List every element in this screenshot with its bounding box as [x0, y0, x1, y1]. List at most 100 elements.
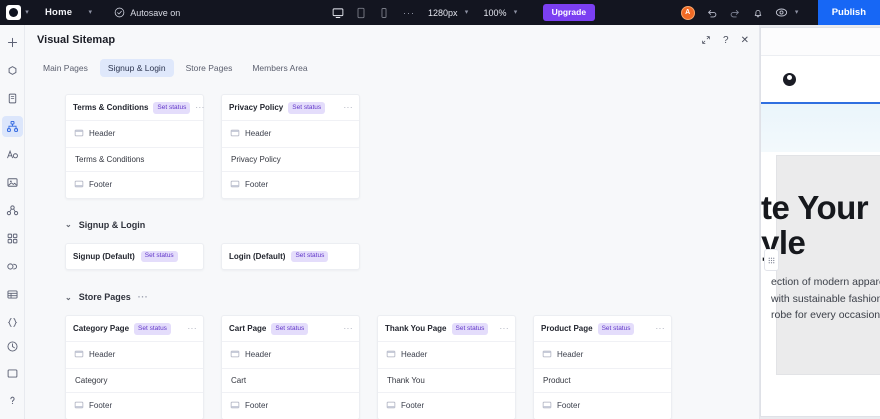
page-card-title: Category Page [73, 324, 130, 334]
card-row-footer[interactable]: Footer [66, 170, 203, 198]
card-row-label: Header [245, 129, 272, 138]
card-row-header[interactable]: Header [66, 119, 203, 147]
card-row-footer[interactable]: Footer [222, 391, 359, 419]
status-badge[interactable]: Set status [291, 250, 329, 262]
card-row-footer[interactable]: Footer [378, 391, 515, 419]
preview-icon[interactable] [2, 363, 23, 384]
status-badge[interactable]: Set status [271, 323, 309, 335]
close-icon[interactable]: ✕ [740, 34, 749, 46]
page-card-category[interactable]: Category Page Set status ··· Header Cate… [65, 315, 204, 419]
tab-signup-login[interactable]: Signup & Login [99, 58, 174, 77]
page-card-title: Thank You Page [385, 324, 447, 334]
autosave-label: Autosave on [130, 7, 181, 18]
status-badge[interactable]: Set status [288, 102, 326, 114]
text-icon[interactable] [2, 144, 23, 165]
status-badge[interactable]: Set status [134, 323, 171, 335]
page-card-thank-you[interactable]: Thank You Page Set status ··· Header Tha… [377, 315, 516, 419]
blog-icon[interactable] [2, 256, 23, 277]
card-row-label: Terms & Conditions [75, 154, 145, 164]
card-menu-button[interactable]: ··· [499, 324, 509, 334]
help-button[interactable]: ? [723, 34, 729, 46]
help-icon[interactable] [2, 390, 23, 411]
card-row-header[interactable]: Header [534, 340, 671, 368]
sitemap-icon[interactable] [1, 116, 23, 137]
editor-logo[interactable] [6, 5, 21, 20]
card-row-footer[interactable]: Footer [534, 391, 671, 419]
mobile-icon[interactable] [378, 7, 390, 19]
page-card-login[interactable]: Login (Default) Set status [221, 242, 360, 270]
card-row-header[interactable]: Header [66, 340, 203, 368]
card-row-footer[interactable]: Footer [66, 391, 203, 419]
pages-icon[interactable] [2, 88, 23, 109]
viewport-width-select[interactable]: 1280px ▾ [428, 8, 473, 18]
status-badge[interactable]: Set status [153, 102, 191, 114]
sitemap-tabs: Main Pages Signup & Login Store Pages Me… [25, 55, 759, 80]
page-card-signup[interactable]: Signup (Default) Set status [65, 242, 204, 270]
undo-icon[interactable] [706, 7, 718, 19]
top-bar-center: ··· 1280px ▾ 100% ▾ Upgrade [332, 0, 596, 25]
card-row-page[interactable]: Privacy Policy [222, 146, 359, 171]
card-row-label: Footer [245, 180, 269, 189]
section-header-store-pages[interactable]: ⌄ Store Pages ··· [25, 292, 759, 302]
status-badge[interactable]: Set status [597, 323, 635, 335]
database-icon[interactable] [2, 284, 23, 305]
page-card-title: Terms & Conditions [73, 103, 149, 113]
site-name-label[interactable]: Home [45, 7, 73, 18]
card-row-footer[interactable]: Footer [222, 170, 359, 198]
add-icon[interactable] [2, 32, 23, 53]
expand-icon[interactable] [701, 35, 711, 45]
desktop-icon[interactable] [332, 7, 344, 19]
page-card-cart[interactable]: Cart Page Set status ··· Header Cart [221, 315, 360, 419]
tab-members-area[interactable]: Members Area [252, 62, 308, 73]
preview-select[interactable]: ▾ [775, 6, 803, 19]
zoom-select[interactable]: 100% ▾ [484, 8, 522, 18]
section-header-signup-login[interactable]: ⌄ Signup & Login [25, 220, 759, 230]
tab-main-pages[interactable]: Main Pages [43, 62, 88, 73]
tab-store-pages[interactable]: Store Pages [185, 62, 233, 73]
card-row-header[interactable]: Header [222, 340, 359, 368]
card-row-page[interactable]: Product [534, 367, 671, 392]
devices-more-button[interactable]: ··· [403, 7, 415, 18]
page-card-terms[interactable]: Terms & Conditions Set status ··· Header… [65, 94, 204, 199]
card-row-page[interactable]: Category [66, 367, 203, 392]
shapes-icon[interactable] [2, 60, 23, 81]
code-icon[interactable] [2, 312, 23, 333]
drag-handle-icon[interactable] [764, 249, 779, 271]
card-menu-button[interactable]: ··· [655, 324, 665, 334]
card-menu-button[interactable]: ··· [343, 324, 353, 334]
members-icon[interactable] [2, 200, 23, 221]
card-row-label: Footer [245, 401, 269, 410]
card-row-header[interactable]: Header [378, 340, 515, 368]
tablet-icon[interactable] [355, 7, 367, 19]
card-row-label: Privacy Policy [231, 154, 281, 164]
card-row-header[interactable]: Header [222, 119, 359, 147]
bell-icon[interactable] [752, 7, 764, 19]
redo-icon[interactable] [729, 7, 741, 19]
card-menu-button[interactable]: ··· [195, 103, 205, 113]
logo-chevron-down-icon[interactable]: ▾ [25, 9, 29, 16]
card-menu-button[interactable]: ··· [187, 324, 197, 334]
account-icon[interactable] [783, 72, 796, 86]
card-row-page[interactable]: Thank You [378, 367, 515, 392]
card-menu-button[interactable]: ··· [343, 103, 353, 113]
chevron-down-icon[interactable]: ⌄ [65, 220, 72, 229]
card-row-page[interactable]: Terms & Conditions [66, 146, 203, 171]
history-icon[interactable] [2, 336, 23, 357]
card-row-label: Footer [89, 180, 113, 189]
footer-icon [74, 179, 84, 191]
page-card-product[interactable]: Product Page Set status ··· Header Produ… [533, 315, 672, 419]
avatar[interactable]: A [680, 5, 695, 20]
status-badge[interactable]: Set status [451, 323, 489, 335]
page-card-title: Cart Page [229, 324, 267, 334]
chevron-down-icon[interactable]: ⌄ [65, 292, 72, 302]
upgrade-button[interactable]: Upgrade [542, 4, 596, 21]
site-chevron-down-icon[interactable]: ▾ [88, 9, 92, 16]
publish-button[interactable]: Publish [817, 0, 880, 25]
page-card-privacy[interactable]: Privacy Policy Set status ··· Header Pri… [221, 94, 360, 199]
image-icon[interactable] [2, 172, 23, 193]
section-menu-button[interactable]: ··· [137, 292, 149, 302]
apps-icon[interactable] [2, 228, 23, 249]
card-row-page[interactable]: Cart [222, 367, 359, 392]
card-row-label: Header [401, 350, 428, 359]
status-badge[interactable]: Set status [140, 250, 178, 262]
